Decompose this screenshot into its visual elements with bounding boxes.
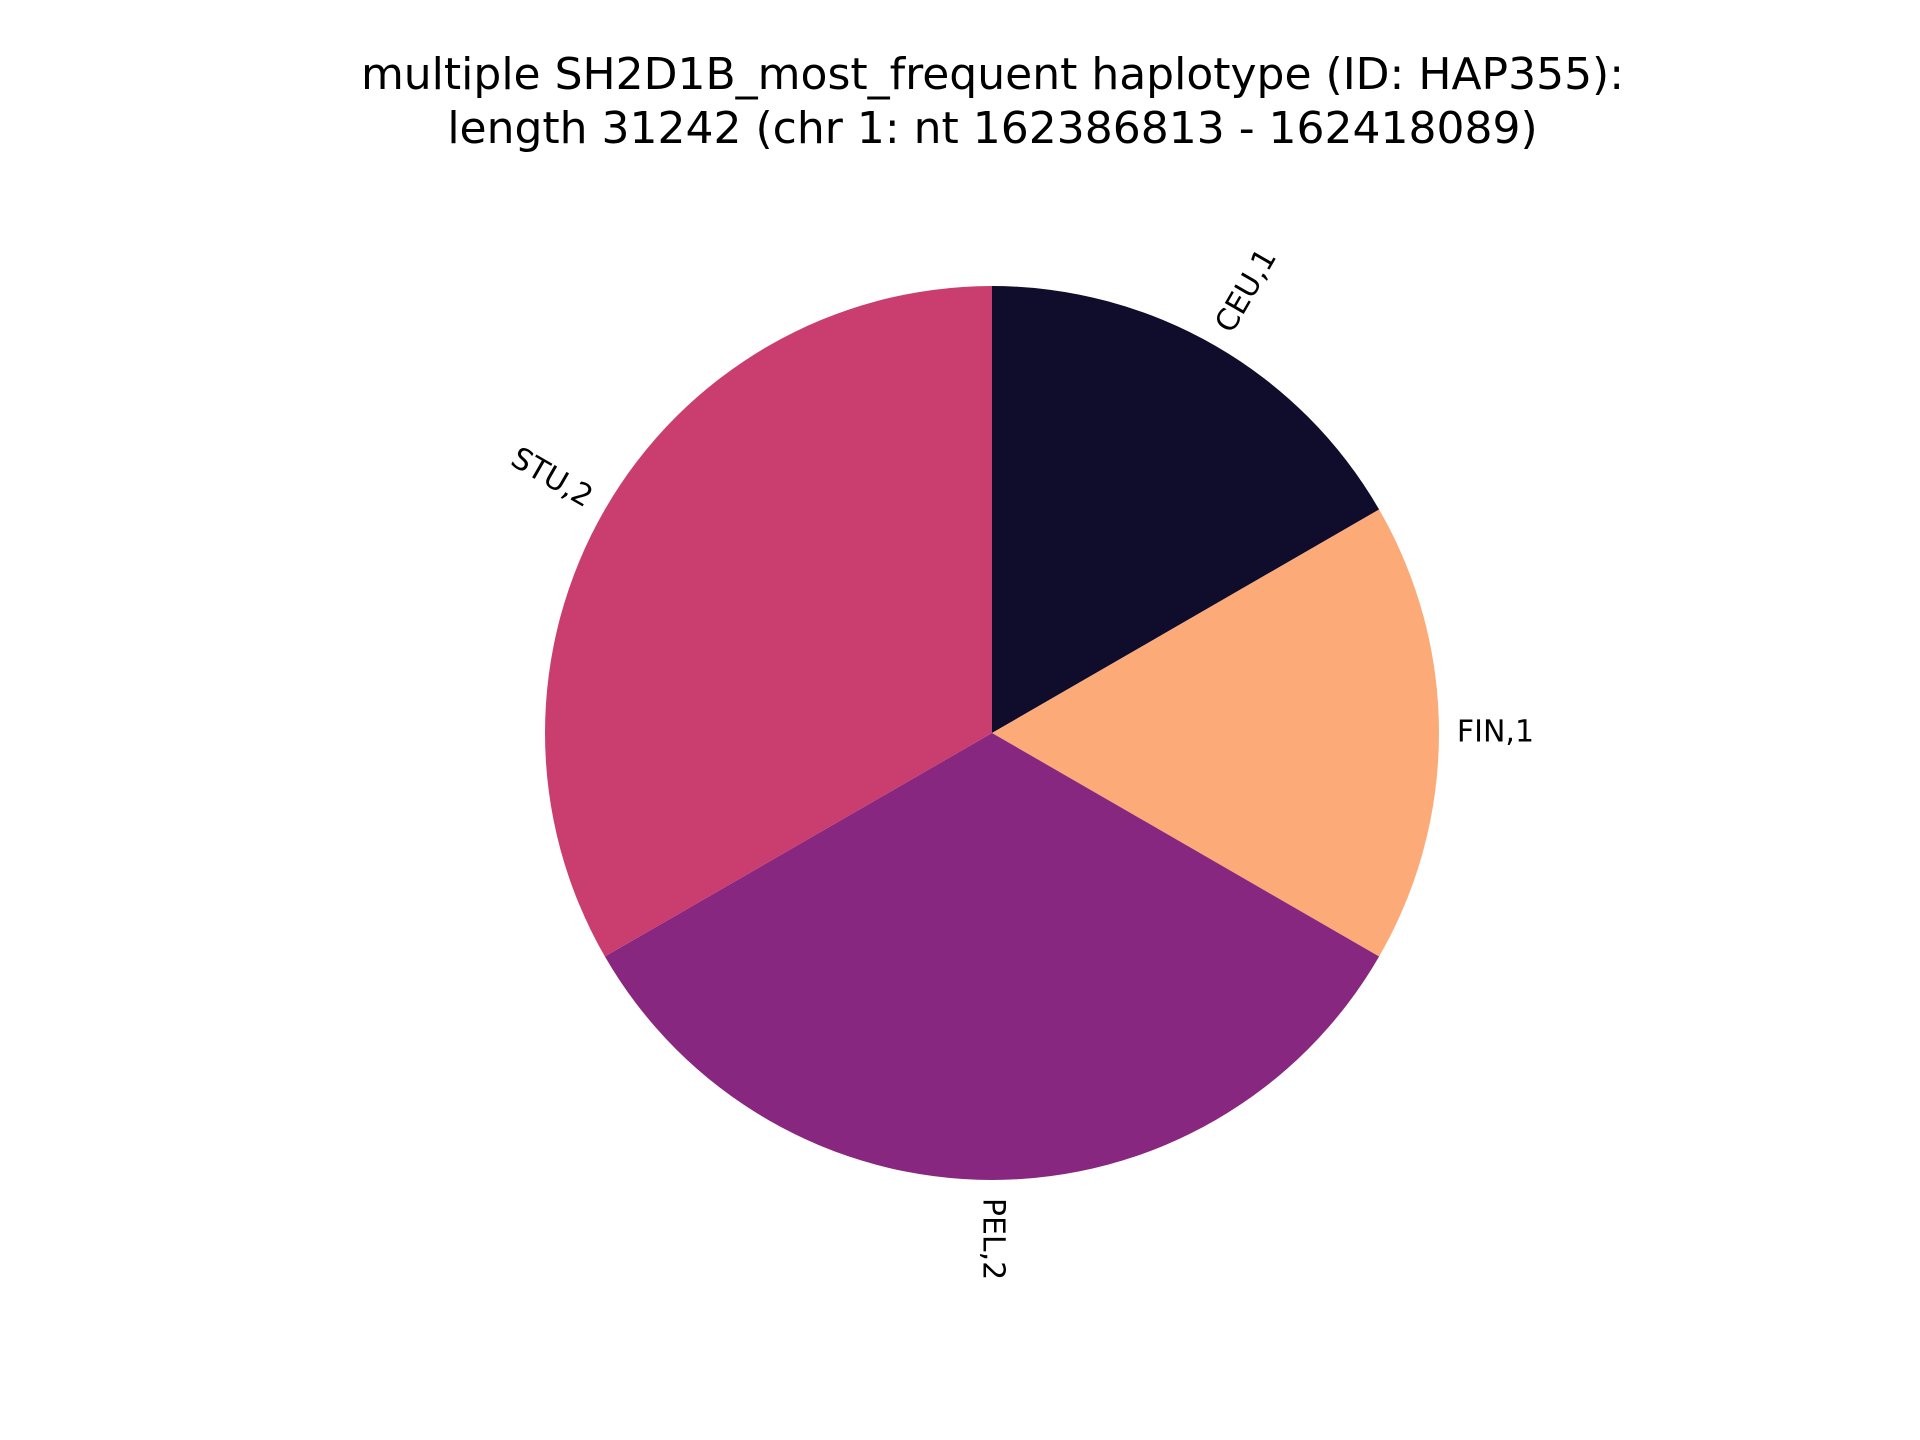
chart-title-line-1: multiple SH2D1B_most_frequent haplotype … <box>360 49 1625 100</box>
pie-label-fin: FIN,1 <box>1457 715 1534 750</box>
pie-slices <box>545 286 1439 1180</box>
pie-label-ceu: CEU,1 <box>1208 243 1284 339</box>
pie-slice-pel <box>604 733 1380 1180</box>
pie-slice-stu <box>545 286 992 957</box>
chart-title: multiple SH2D1B_most_frequent haplotype … <box>0 48 1920 156</box>
chart-title-line-2: length 31242 (chr 1: nt 162386813 - 1624… <box>447 103 1538 154</box>
pie-label-stu: STU,2 <box>505 441 599 515</box>
pie-slice-ceu <box>992 286 1380 733</box>
pie-slice-fin <box>992 509 1439 957</box>
pie-label-pel: PEL,2 <box>976 1198 1011 1280</box>
